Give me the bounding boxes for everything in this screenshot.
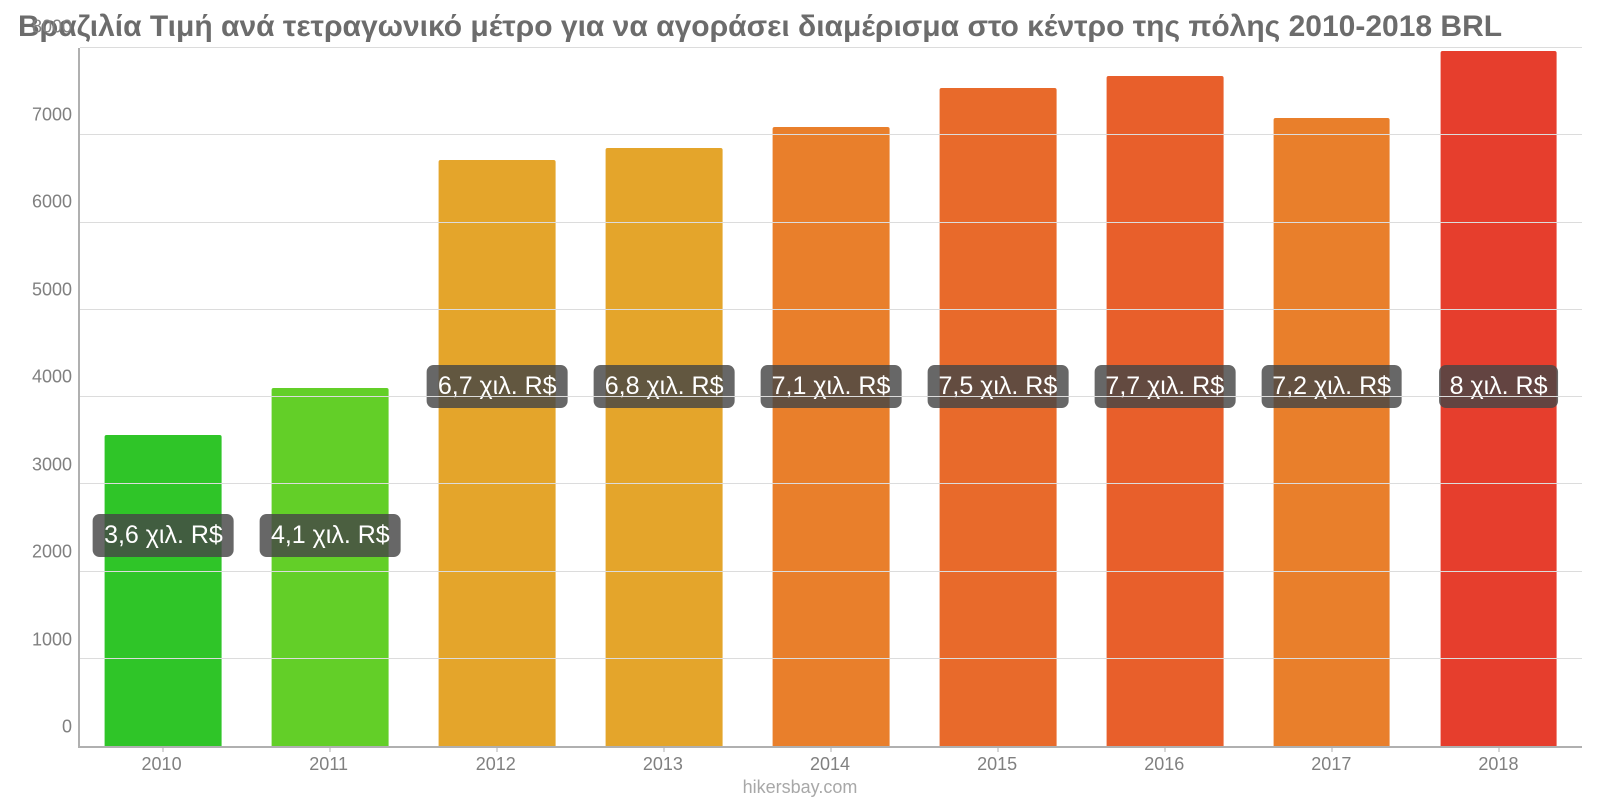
y-tick-label: 6000 bbox=[32, 192, 72, 213]
bar-value-label: 7,1 χιλ. R$ bbox=[761, 365, 902, 408]
x-tickmark bbox=[1498, 746, 1499, 752]
gridline bbox=[80, 134, 1582, 135]
x-tick-label: 2015 bbox=[914, 748, 1081, 775]
x-tick-label: 2010 bbox=[78, 748, 245, 775]
bar-slot: 4,1 χιλ. R$ bbox=[247, 48, 414, 746]
bar bbox=[1273, 118, 1390, 746]
bar bbox=[105, 435, 222, 746]
x-tickmark bbox=[163, 746, 164, 752]
x-tickmark bbox=[1331, 746, 1332, 752]
x-tick-label: 2013 bbox=[579, 748, 746, 775]
y-tick-label: 3000 bbox=[32, 454, 72, 475]
credit-text: hikersbay.com bbox=[18, 777, 1582, 798]
grid-area: 3,6 χιλ. R$ 4,1 χιλ. R$ 6,7 χιλ. R$ 6,8 χιλ… bbox=[78, 48, 1582, 748]
x-tickmark bbox=[1164, 746, 1165, 752]
y-axis: 010002000300040005000600070008000 bbox=[18, 48, 78, 748]
bars-layer: 3,6 χιλ. R$ 4,1 χιλ. R$ 6,7 χιλ. R$ 6,8 χιλ… bbox=[80, 48, 1582, 746]
y-tick-label: 8000 bbox=[32, 17, 72, 38]
x-tickmark bbox=[997, 746, 998, 752]
y-tick-label: 5000 bbox=[32, 279, 72, 300]
y-tick-label: 1000 bbox=[32, 629, 72, 650]
y-tick-label: 7000 bbox=[32, 104, 72, 125]
gridline bbox=[80, 47, 1582, 48]
gridline bbox=[80, 571, 1582, 572]
x-tickmark bbox=[664, 746, 665, 752]
bar-slot: 3,6 χιλ. R$ bbox=[80, 48, 247, 746]
bar-value-label: 7,5 χιλ. R$ bbox=[928, 365, 1069, 408]
chart-title: Βραζιλία Τιμή ανά τετραγωνικό μέτρο για … bbox=[18, 10, 1582, 44]
y-tick-label: 0 bbox=[62, 717, 72, 738]
x-tickmark bbox=[831, 746, 832, 752]
bar-slot: 8 χιλ. R$ bbox=[1415, 48, 1582, 746]
gridline bbox=[80, 658, 1582, 659]
bar-slot: 7,5 χιλ. R$ bbox=[914, 48, 1081, 746]
bar-value-label: 3,6 χιλ. R$ bbox=[93, 514, 234, 557]
bar-value-label: 6,7 χιλ. R$ bbox=[427, 365, 568, 408]
bar-slot: 7,1 χιλ. R$ bbox=[748, 48, 915, 746]
gridline bbox=[80, 222, 1582, 223]
bar-slot: 7,2 χιλ. R$ bbox=[1248, 48, 1415, 746]
gridline bbox=[80, 309, 1582, 310]
x-axis: 201020112012201320142015201620172018 bbox=[78, 748, 1582, 775]
x-tick-label: 2011 bbox=[245, 748, 412, 775]
x-tick-label: 2012 bbox=[412, 748, 579, 775]
y-tick-label: 4000 bbox=[32, 367, 72, 388]
x-tick-label: 2016 bbox=[1081, 748, 1248, 775]
x-tick-label: 2014 bbox=[746, 748, 913, 775]
plot-area: 010002000300040005000600070008000 3,6 χι… bbox=[18, 48, 1582, 748]
x-tickmark bbox=[330, 746, 331, 752]
bar-value-label: 4,1 χιλ. R$ bbox=[260, 514, 401, 557]
bar-value-label: 6,8 χιλ. R$ bbox=[594, 365, 735, 408]
bar bbox=[606, 148, 723, 746]
chart-container: Βραζιλία Τιμή ανά τετραγωνικό μέτρο για … bbox=[0, 0, 1600, 800]
bar bbox=[939, 88, 1056, 746]
bar-value-label: 7,7 χιλ. R$ bbox=[1094, 365, 1235, 408]
bar bbox=[1106, 76, 1223, 746]
bar-value-label: 7,2 χιλ. R$ bbox=[1261, 365, 1402, 408]
bar-value-label: 8 χιλ. R$ bbox=[1439, 365, 1559, 408]
bar-slot: 6,7 χιλ. R$ bbox=[414, 48, 581, 746]
bar bbox=[272, 388, 389, 746]
y-tick-label: 2000 bbox=[32, 542, 72, 563]
x-tickmark bbox=[497, 746, 498, 752]
x-tick-label: 2018 bbox=[1415, 748, 1582, 775]
gridline bbox=[80, 396, 1582, 397]
bar bbox=[773, 127, 890, 746]
bar-slot: 7,7 χιλ. R$ bbox=[1081, 48, 1248, 746]
bar-slot: 6,8 χιλ. R$ bbox=[581, 48, 748, 746]
x-tick-label: 2017 bbox=[1248, 748, 1415, 775]
gridline bbox=[80, 483, 1582, 484]
